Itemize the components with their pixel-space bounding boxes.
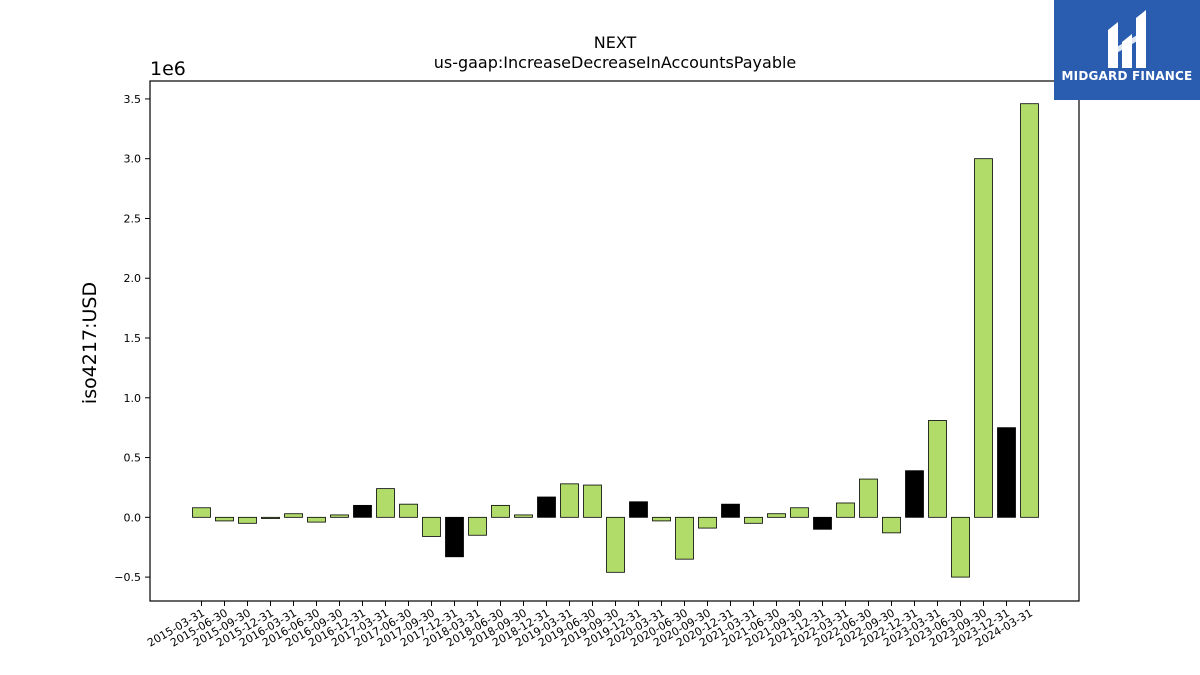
bar-2022-09-30 [883,517,901,533]
bar-2023-12-31 [998,428,1016,518]
bar-2020-09-30 [699,517,717,528]
bar-2018-12-31 [538,497,556,517]
bar-2021-12-31 [814,517,832,529]
bar-2017-12-31 [446,517,464,556]
bar-2022-06-30 [860,479,878,517]
y-tick-label: 0.5 [124,452,142,465]
bar-chart: NEXT us-gaap:IncreaseDecreaseInAccountsP… [0,0,1200,675]
bar-2016-12-31 [354,505,372,517]
bar-2019-12-31 [630,502,648,518]
bar-2015-03-31 [193,508,211,518]
y-tick-label: 0.0 [124,511,142,524]
bar-2017-03-31 [377,489,395,518]
y-axis-offset-label: 1e6 [150,58,186,80]
bar-2019-06-30 [584,485,602,517]
bar-2017-06-30 [400,504,418,517]
bar-2019-09-30 [607,517,625,572]
bar-2016-06-30 [308,517,326,522]
brand-name: MIDGARD FINANCE [1054,69,1200,83]
bar-2015-12-31 [262,517,280,518]
bar-2018-06-30 [492,505,510,517]
y-tick-label: 1.5 [124,332,142,345]
bar-2016-03-31 [285,514,303,518]
bar-2021-03-31 [745,517,763,523]
bar-2020-12-31 [722,504,740,517]
y-tick-label: −0.5 [114,571,141,584]
bar-2023-06-30 [952,517,970,577]
bar-2023-09-30 [975,159,993,518]
bar-2015-06-30 [216,517,234,521]
bar-2023-03-31 [929,420,947,517]
x-axis: 2015-03-312015-06-302015-09-302015-12-31… [145,601,1035,650]
bar-2015-09-30 [239,517,257,523]
y-axis: −0.5 0.0 0.5 1.0 1.5 2.0 2.5 3.0 3.5 [114,93,150,584]
bar-2021-09-30 [791,508,809,518]
bar-2022-12-31 [906,471,924,518]
bar-2022-03-31 [837,503,855,517]
y-tick-label: 1.0 [124,392,142,405]
bar-2016-09-30 [331,515,349,517]
bar-2018-09-30 [515,515,533,517]
bar-2019-03-31 [561,484,579,517]
y-tick-label: 3.0 [124,153,142,166]
bar-2021-06-30 [768,514,786,518]
y-tick-label: 2.5 [124,212,142,225]
bar-2020-03-31 [653,517,671,521]
chart-title: NEXT [594,33,637,52]
y-tick-label: 3.5 [124,93,142,106]
bar-2017-09-30 [423,517,441,536]
bars-group [193,104,1039,577]
brand-logo: MIDGARD FINANCE [1054,0,1200,100]
midgard-logo-icon [1104,8,1150,72]
y-tick-label: 2.0 [124,272,142,285]
bar-2020-06-30 [676,517,694,559]
bar-2024-03-31 [1021,104,1039,518]
y-axis-label: iso4217:USD [79,282,101,404]
chart-subtitle: us-gaap:IncreaseDecreaseInAccountsPayabl… [434,53,797,72]
bar-2018-03-31 [469,517,487,535]
